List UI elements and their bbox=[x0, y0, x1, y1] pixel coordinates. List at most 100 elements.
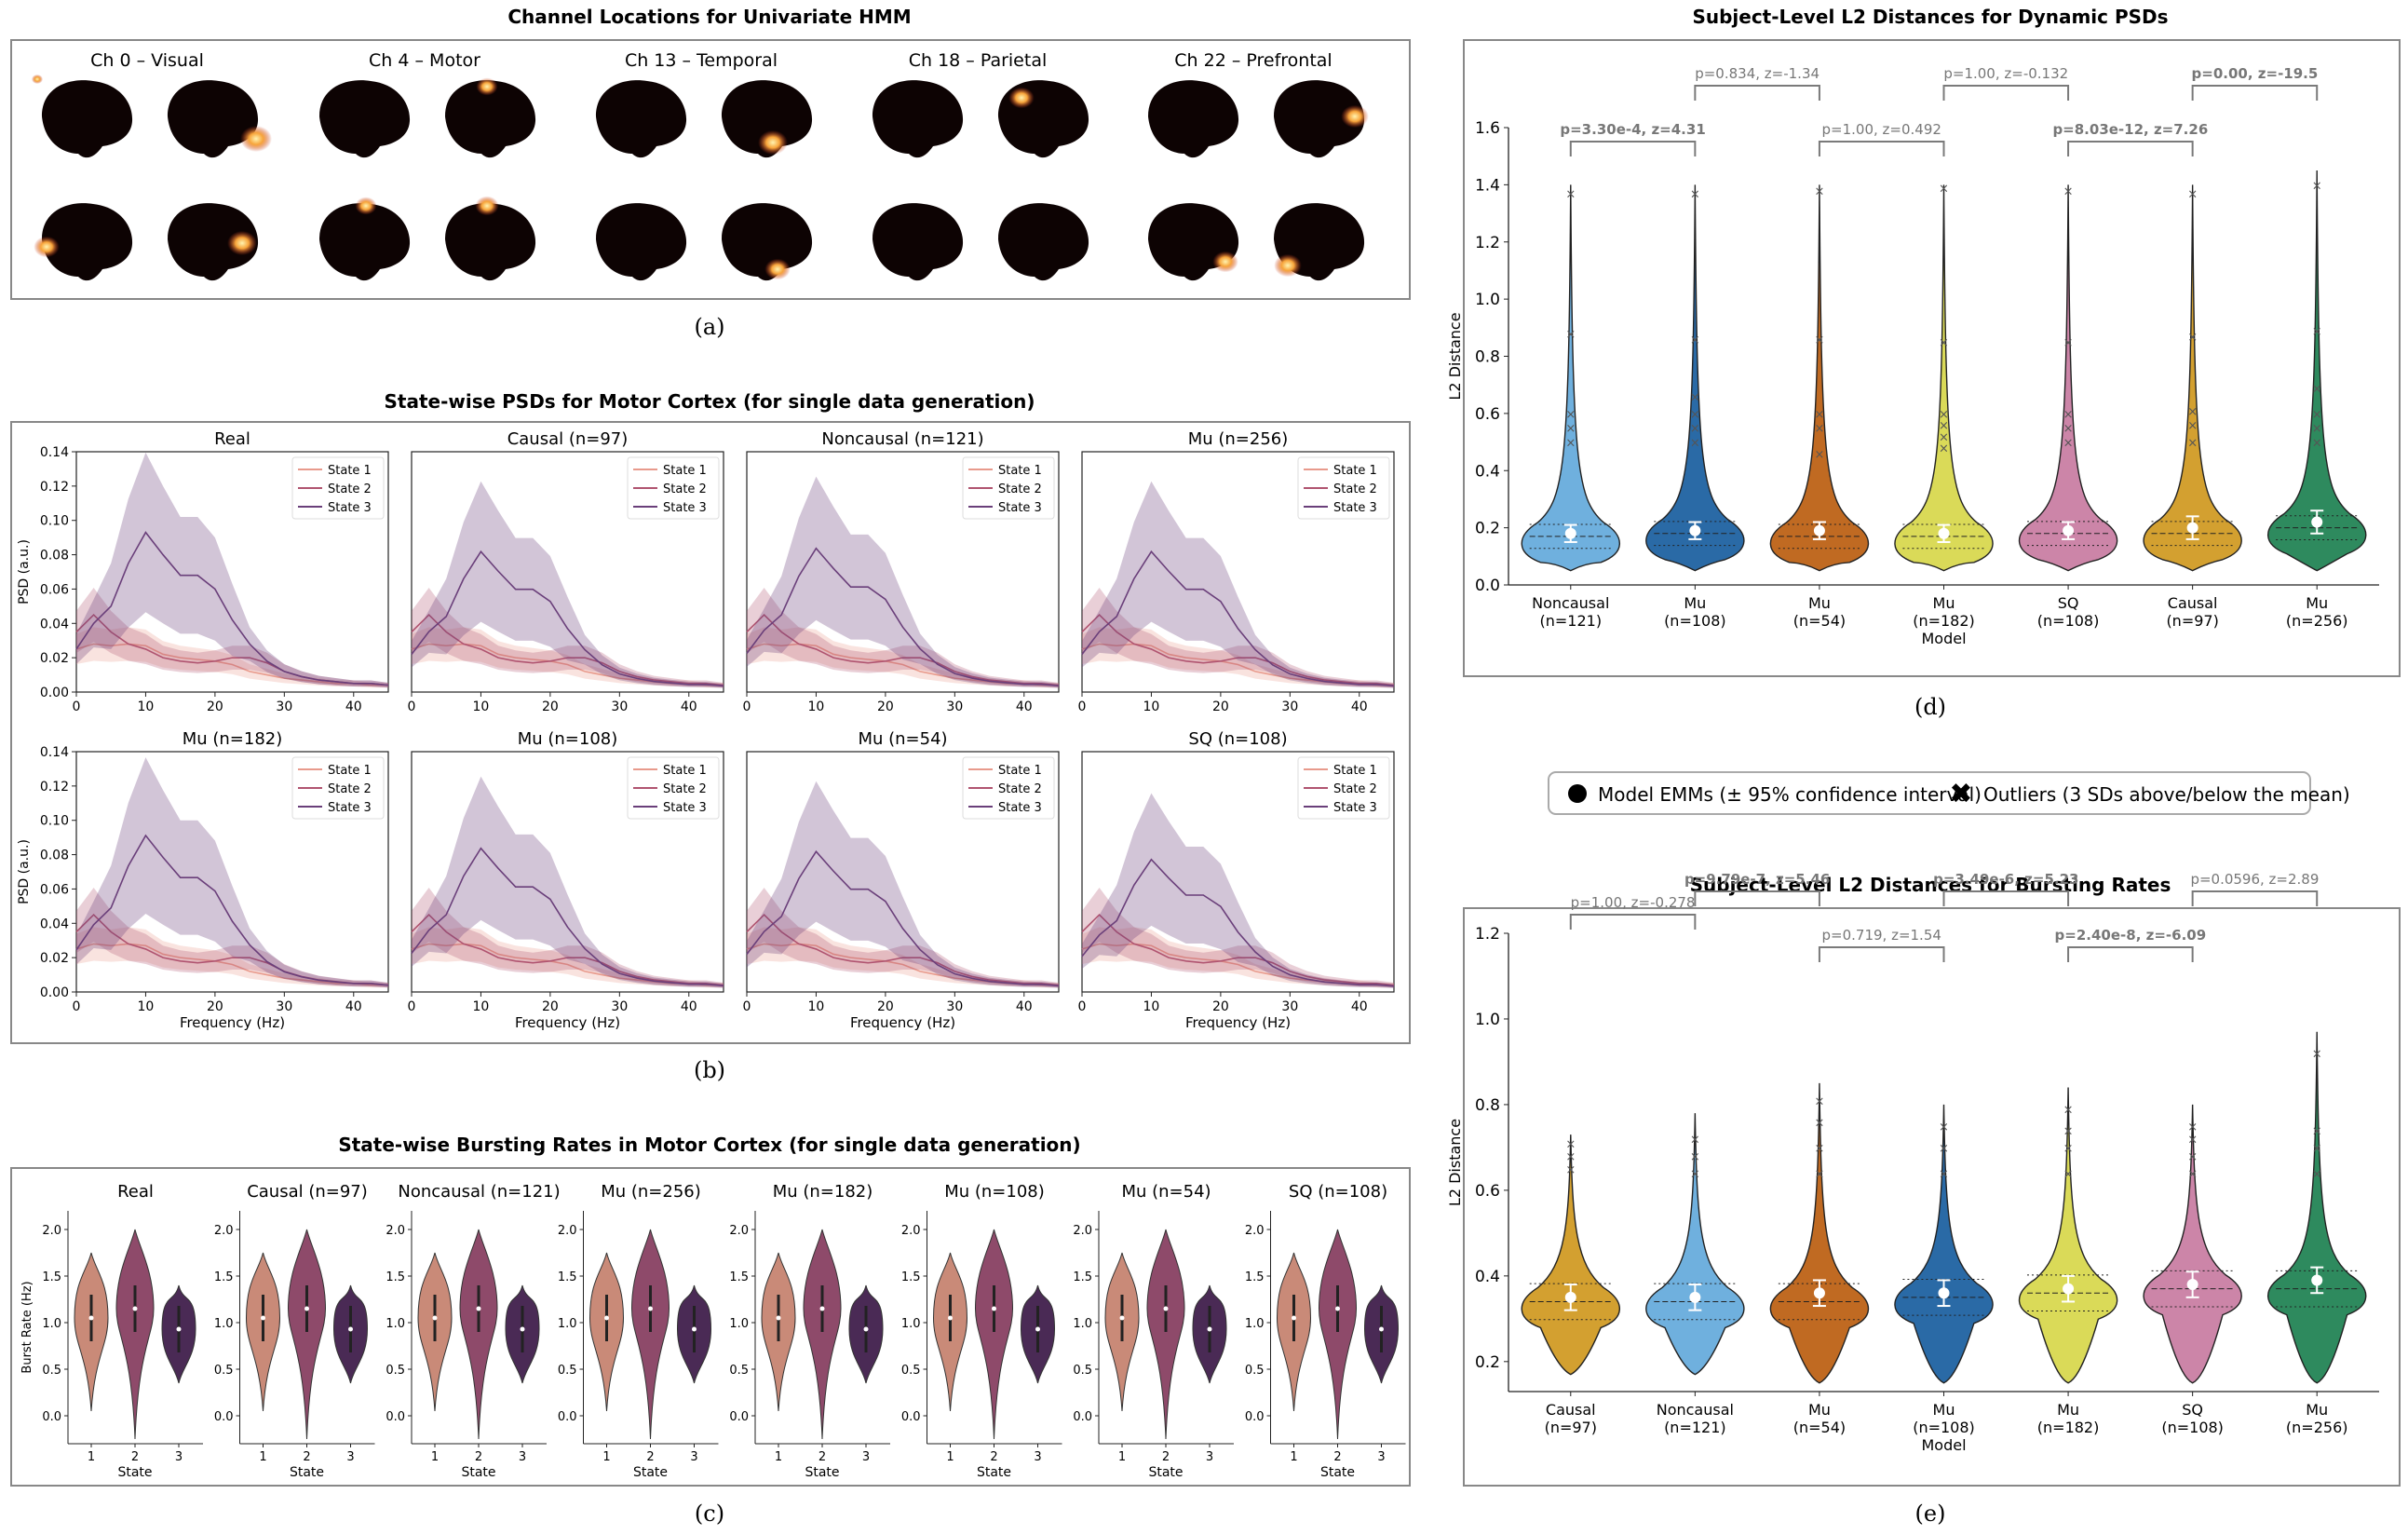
y-tick-label: 0.00 bbox=[40, 985, 69, 1000]
violin-mu bbox=[1769, 184, 1870, 572]
median-dot bbox=[1292, 1315, 1296, 1321]
violin-mu bbox=[2267, 1031, 2367, 1384]
x-tick-label-n: (n=108) bbox=[2037, 612, 2100, 630]
outlier-marker: × bbox=[1690, 390, 1700, 404]
violin-state-2 bbox=[803, 1229, 842, 1440]
brain-surface bbox=[319, 80, 411, 158]
y-tick-label: 2.0 bbox=[901, 1224, 921, 1238]
significance-bracket bbox=[1818, 141, 1945, 156]
median-dot bbox=[132, 1306, 138, 1311]
brain-surface bbox=[722, 80, 813, 158]
channel-label: Ch 22 – Prefrontal bbox=[1174, 50, 1332, 71]
outlier-marker: × bbox=[1690, 1167, 1700, 1181]
y-tick-label: 0.0 bbox=[1245, 1410, 1265, 1424]
x-tick-label: 40 bbox=[345, 700, 362, 714]
x-tick-label: Mu bbox=[1808, 1401, 1831, 1419]
y-tick-label: 1.5 bbox=[214, 1270, 234, 1284]
ci-band-2 bbox=[747, 588, 1059, 688]
legend-label: State 3 bbox=[663, 801, 707, 815]
axes-frame bbox=[75, 751, 389, 993]
activation-blob bbox=[227, 230, 257, 256]
emm-dot bbox=[1689, 524, 1701, 537]
x-tick-label: 0 bbox=[1078, 700, 1087, 714]
y-tick-label: 0.0 bbox=[901, 1410, 921, 1424]
legend-label: State 1 bbox=[998, 464, 1042, 478]
violin-state-2 bbox=[115, 1229, 155, 1440]
panel-c: State-wise Bursting Rates in Motor Corte… bbox=[10, 1134, 1411, 1527]
psd-subplot: SQ (n=108) 0 10 20 30 40 Frequency (Hz) State 1… bbox=[1078, 729, 1395, 1031]
burst-subplots: Real 0.0 0.5 1.0 1.5 2.0 Burst Rate (Hz) 1 2 3 Sta… bbox=[20, 1182, 1406, 1480]
outlier-marker: × bbox=[1565, 1150, 1576, 1164]
significance-label: p=2.40e-8, z=-6.09 bbox=[2055, 927, 2207, 944]
axes-frame bbox=[746, 751, 1060, 993]
x-tick-label: Causal bbox=[2168, 594, 2218, 612]
panel-d-frame bbox=[1463, 39, 2401, 677]
axes-frame bbox=[1081, 751, 1395, 993]
panel-b-title: State-wise PSDs for Motor Cortex (for si… bbox=[384, 390, 1035, 413]
x-tick-label: 20 bbox=[1212, 700, 1229, 714]
activation-blob bbox=[1212, 251, 1238, 273]
median-dot bbox=[992, 1306, 996, 1311]
legend-frame bbox=[291, 456, 385, 520]
legend-label: State 1 bbox=[663, 464, 707, 478]
y-tick-label: 1.0 bbox=[901, 1317, 921, 1331]
ci-band-2 bbox=[747, 888, 1059, 988]
brain-surface bbox=[319, 203, 411, 281]
activation-blob bbox=[32, 75, 43, 84]
y-tick-label: 2.0 bbox=[1245, 1224, 1265, 1238]
x-tick-label: 30 bbox=[1281, 999, 1298, 1014]
activation-blob bbox=[34, 236, 60, 258]
outlier-marker: × bbox=[2063, 1142, 2074, 1156]
outlier-marker: × bbox=[2312, 1167, 2322, 1181]
x-tick-label: 40 bbox=[681, 999, 697, 1014]
median-dot bbox=[692, 1326, 697, 1332]
x-tick-label-n: (n=182) bbox=[1913, 612, 1975, 630]
y-tick-label: 0.00 bbox=[40, 686, 69, 700]
y-tick-label: 0.14 bbox=[40, 745, 69, 760]
outlier-marker: × bbox=[1939, 1167, 1949, 1181]
x-tick-label: 20 bbox=[877, 700, 894, 714]
x-tick-label: 30 bbox=[276, 700, 292, 714]
legend-outlier-marker: ✖ bbox=[1949, 778, 1972, 810]
x-tick-label: 3 bbox=[519, 1450, 526, 1464]
legend-frame bbox=[1297, 756, 1390, 820]
x-tick-label: Mu bbox=[1933, 594, 1955, 612]
axes-frame bbox=[1081, 451, 1395, 693]
legend-outlier-label: Outliers (3 SDs above/below the mean) bbox=[1983, 783, 2350, 806]
legend-label: State 3 bbox=[998, 501, 1042, 515]
median-dot bbox=[348, 1326, 353, 1332]
x-tick-label: 40 bbox=[1016, 999, 1033, 1014]
subplot-legend: State 1 State 2 State 3 bbox=[1297, 456, 1390, 520]
outlier-marker: × bbox=[2312, 325, 2322, 339]
y-tick-label: 0.12 bbox=[40, 480, 69, 495]
x-tick-label-n: (n=97) bbox=[1545, 1419, 1597, 1436]
series-line-3 bbox=[75, 834, 389, 986]
subplot-legend: State 1 State 2 State 3 bbox=[1297, 756, 1390, 820]
panel-a-frame bbox=[10, 39, 1411, 300]
emm-dot bbox=[1689, 1291, 1701, 1303]
median-dot bbox=[1119, 1315, 1125, 1321]
outlier-marker: × bbox=[1814, 1142, 1824, 1156]
median-dot bbox=[604, 1315, 609, 1321]
subplot-title: Mu (n=182) bbox=[773, 1182, 873, 1202]
outlier-marker: × bbox=[2187, 1134, 2198, 1148]
outlier-marker: × bbox=[2187, 331, 2198, 345]
outlier-marker: × bbox=[1690, 333, 1700, 347]
outlier-marker: × bbox=[2312, 1048, 2322, 1062]
x-axis-label: State bbox=[977, 1465, 1011, 1480]
legend-label: State 3 bbox=[663, 501, 707, 515]
x-tick-label-n: (n=256) bbox=[2286, 612, 2348, 630]
y-tick-label: 1.5 bbox=[729, 1270, 749, 1284]
x-tick-label: 20 bbox=[542, 999, 559, 1014]
subplot-title: Mu (n=108) bbox=[944, 1182, 1045, 1202]
y-tick-label: 2.0 bbox=[729, 1224, 749, 1238]
x-tick-label-n: (n=108) bbox=[1664, 612, 1726, 630]
series-line-2 bbox=[746, 913, 1060, 986]
y-tick-label: 1.0 bbox=[1475, 1011, 1500, 1029]
x-tick-label: 0 bbox=[743, 999, 751, 1014]
activation-blob bbox=[764, 258, 791, 280]
burst-subplot: Mu (n=256) 0.0 0.5 1.0 1.5 2.0 1 2 3 State bbox=[558, 1182, 719, 1480]
y-tick-label: 0.0 bbox=[558, 1410, 577, 1424]
brain-maps: Ch 0 – Visual Ch 4 – Motor Ch 13 – Tempora… bbox=[32, 50, 1369, 281]
violin-mu bbox=[2267, 170, 2367, 572]
